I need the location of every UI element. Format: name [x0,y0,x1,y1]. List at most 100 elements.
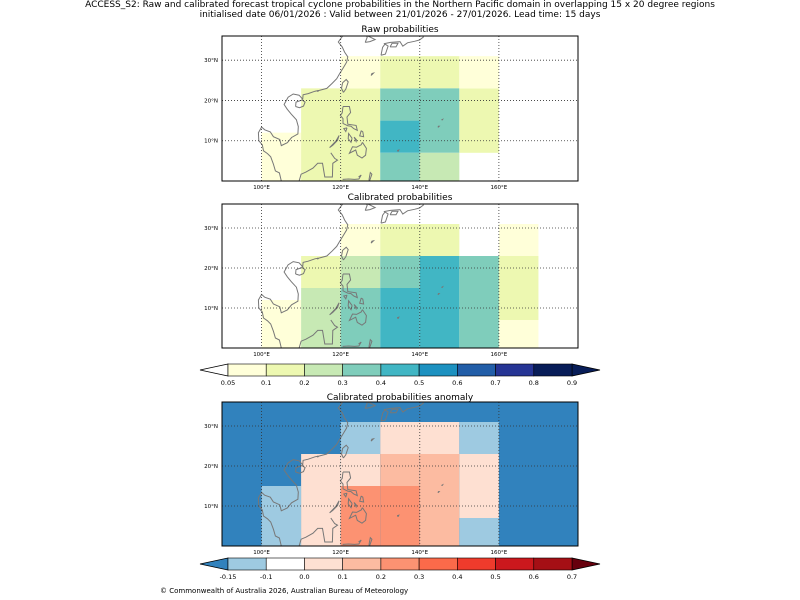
x-tick-label: 100°E [253,550,270,556]
x-tick-label: 160°E [491,550,508,556]
coastline [389,210,399,216]
colorbar-tick-label: 0.8 [529,379,539,387]
y-tick-label: 10°N [204,504,218,510]
y-tick-label: 20°N [204,266,218,272]
coastline [383,204,424,215]
coastline-group [257,204,444,348]
colorbar-tick-label: 0.1 [337,573,347,581]
coastline [295,267,306,276]
probability-cell [380,152,420,181]
coastline [368,171,373,181]
map-title-2: Calibrated probabilities [348,193,453,203]
colorbar-segment [457,363,496,377]
coastline [437,491,441,494]
anomaly-colorbar [199,557,601,571]
coastline [316,89,319,93]
coastline [353,136,358,144]
coastline [257,204,349,348]
colorbar-tick-label: 0.2 [299,379,309,387]
y-tick-label: 20°N [204,464,218,470]
coastline [441,285,444,288]
colorbar-segment [457,557,496,571]
colorbar-segment [495,363,535,377]
coastline [339,471,359,497]
coastline [396,316,400,320]
x-tick-label: 100°E [253,352,270,358]
colorbar-under-arrow [199,557,229,571]
coastline [316,257,319,260]
colorbar-under-arrow [199,363,229,377]
x-tick-label: 160°E [491,185,508,191]
colorbar-tick-label: 0.7 [490,379,500,387]
probability-cell [419,454,460,546]
probability-cell [459,256,499,348]
colorbar-segment [304,363,343,377]
coastline [257,402,349,546]
probability-cell [498,224,539,256]
probability-cell [380,88,420,121]
colorbar-segment [495,557,535,571]
coastline [359,297,365,305]
figure-title-line2: initialised date 06/01/2026 : Valid betw… [199,10,601,20]
coastline [364,402,377,409]
x-tick-label: 120°E [332,550,349,556]
coastline [396,514,400,518]
coastline [370,72,376,76]
probability-cell [261,486,302,546]
coastline [359,495,365,503]
coastline [297,152,339,181]
coastline [329,500,340,514]
coastline [340,78,349,93]
y-tick-label: 30°N [204,58,218,64]
coastline [380,211,389,224]
map-title-3: Calibrated probabilities anomaly [327,393,474,403]
coastline [353,304,358,311]
coastline [370,437,376,442]
coastline [441,483,444,486]
map-title-1: Raw probabilities [361,25,439,35]
colorbar-tick-label: 0.3 [337,379,347,387]
probability-cell [261,132,302,181]
probability-cell [261,300,302,348]
coastline [370,239,376,244]
colorbar-segment [265,363,305,377]
colorbar-segment [418,557,458,571]
map-frame [221,35,579,182]
coastline [353,502,358,509]
coastline [368,338,373,348]
coastline [295,99,306,109]
x-tick-label: 140°E [411,550,428,556]
coastline [396,149,400,152]
colorbar-segment [265,557,305,571]
probability-cell [301,454,341,486]
colorbar-tick-label: 0.5 [414,379,424,387]
probability-cell [301,256,341,288]
y-tick-label: 20°N [204,98,218,104]
colorbar-tick-label: -0.1 [260,573,273,581]
x-tick-label: 100°E [253,185,270,191]
coastline [441,118,444,121]
probability-cell [419,256,460,288]
y-tick-label: 30°N [204,226,218,232]
coastline [342,539,362,545]
coastline [380,409,389,422]
x-tick-label: 140°E [411,185,428,191]
probability-cell [459,88,499,153]
colorbar-segment [227,363,267,377]
probability-cell [340,454,381,486]
colorbar-tick-label: 0.4 [452,573,462,581]
coastline [342,492,348,498]
colorbar-segment [380,557,420,571]
y-tick-label: 10°N [204,139,218,145]
coastline [342,341,362,347]
colorbar-tick-label: 0.4 [376,379,386,387]
x-tick-label: 140°E [411,352,428,358]
probability-cell [498,320,539,348]
coastline [342,174,362,180]
colorbar-tick-label: 0.7 [567,573,577,581]
colorbar-segment [342,557,382,571]
x-tick-label: 120°E [332,185,349,191]
probability-cell [459,56,499,89]
colorbar-segment [418,363,458,377]
coastline [383,402,424,413]
